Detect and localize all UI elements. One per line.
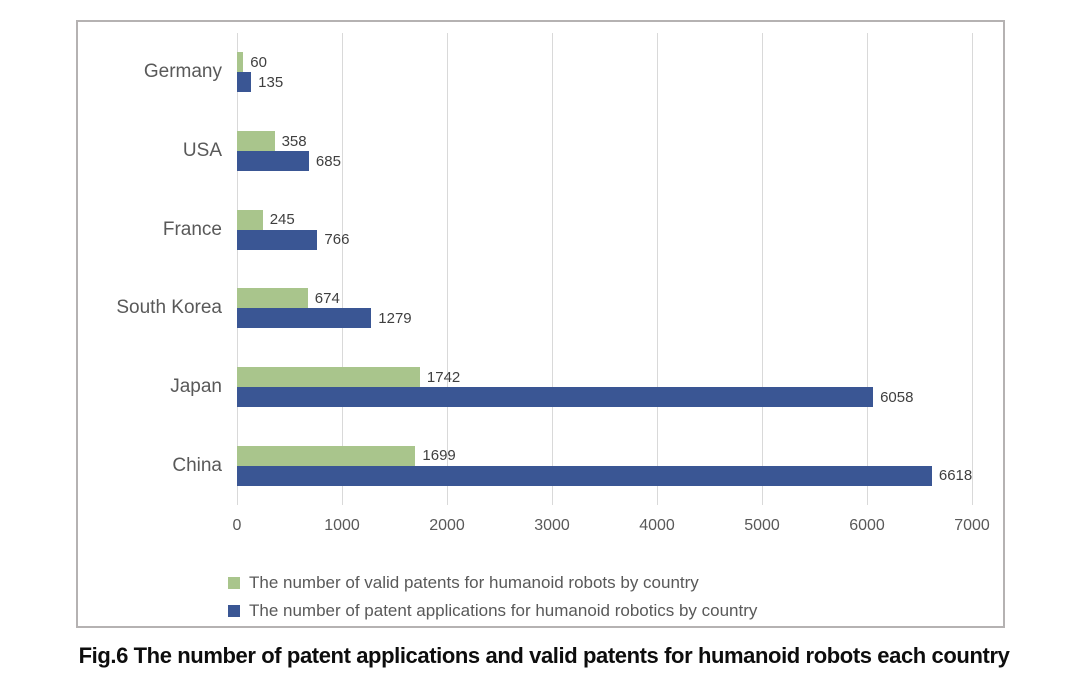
bar-group: 674 1279: [237, 269, 972, 348]
category-axis: Germany USA France South Korea Japan China: [78, 33, 222, 505]
legend: The number of valid patents for humanoid…: [228, 573, 757, 621]
category-label: China: [172, 454, 222, 476]
figure-caption: Fig.6 The number of patent applications …: [78, 643, 1010, 668]
bar-value-label: 6058: [880, 388, 914, 406]
x-axis: 0 1000 2000 3000 4000 5000 6000 7000: [233, 517, 990, 541]
x-tick-label: 1000: [324, 517, 360, 534]
x-tick-label: 0: [232, 517, 242, 534]
bar-value-label: 135: [258, 73, 284, 91]
bar-group: 1742 6058: [237, 348, 972, 427]
bar: [237, 229, 318, 250]
bar: [237, 52, 244, 73]
gridline: [342, 33, 343, 505]
bar-value-label: 674: [314, 289, 340, 307]
x-tick-label: 6000: [849, 517, 885, 534]
bar: [237, 209, 263, 230]
bar-value-label: 60: [250, 53, 267, 71]
bar: [237, 131, 275, 151]
bars-layer: 60 135 358 685 245 766 674 1279 1742 6058 1699 6618: [237, 33, 972, 505]
bar-value-label: 245: [269, 211, 295, 229]
bar-line: 60: [237, 52, 972, 73]
bar-line: 6618: [237, 465, 973, 486]
bar-value-label: 1742: [426, 368, 461, 386]
legend-item: The number of patent applications for hu…: [228, 601, 757, 621]
legend-swatch: [228, 605, 240, 617]
category-label: USA: [182, 140, 222, 161]
gridline: [237, 33, 238, 505]
chart-frame: Germany USA France South Korea Japan China 60…: [76, 20, 1005, 628]
bar: [237, 465, 932, 486]
bar-group: 60 135: [237, 33, 972, 112]
legend-label: The number of valid patents for humanoid…: [249, 573, 699, 592]
bar-group: 358 685: [237, 112, 972, 191]
x-tick-label: 3000: [534, 517, 570, 534]
category-band: USA: [78, 112, 222, 191]
category-band: France: [78, 190, 222, 269]
category-label: Germany: [143, 61, 222, 83]
bar: [237, 72, 252, 93]
x-tick-label: 2000: [429, 517, 465, 534]
bar-group: 245 766: [237, 190, 972, 269]
bar: [237, 288, 308, 309]
bar-value-label: 1279: [378, 309, 412, 327]
gridline: [552, 33, 553, 505]
gridline: [447, 33, 448, 505]
gridline: [762, 33, 763, 505]
gridline: [867, 33, 868, 505]
bar-line: 674: [237, 288, 972, 309]
x-tick-label: 7000: [954, 517, 990, 534]
category-label: South Korea: [116, 297, 222, 319]
bar-line: 358: [237, 131, 972, 151]
bar: [237, 308, 372, 329]
bar-line: 1699: [237, 445, 972, 466]
gridline: [657, 33, 658, 505]
bar: [237, 367, 420, 388]
bar-value-label: 6618: [938, 467, 973, 485]
bar: [237, 387, 874, 408]
plot-area: 60 135 358 685 245 766 674 1279 1742 6058 1699 6618: [237, 33, 973, 505]
legend-swatch: [228, 577, 240, 589]
legend-item: The number of valid patents for humanoid…: [228, 573, 757, 593]
bar-line: 6058: [237, 387, 972, 408]
category-label: France: [162, 218, 222, 240]
bar-line: 685: [237, 151, 972, 171]
category-band: Japan: [78, 348, 222, 427]
bar-line: 766: [237, 229, 972, 250]
x-tick-label: 4000: [639, 517, 675, 534]
bar-line: 1279: [237, 308, 972, 329]
bar-line: 245: [237, 209, 972, 230]
bar: [237, 445, 416, 466]
bar-line: 135: [237, 72, 972, 93]
bar-group: 1699 6618: [237, 426, 972, 505]
bar-line: 1742: [237, 367, 972, 388]
bar: [237, 151, 309, 171]
gridline: [972, 33, 973, 505]
x-tick-label: 5000: [744, 517, 780, 534]
bar-value-label: 685: [315, 152, 341, 170]
category-band: China: [78, 426, 222, 505]
legend-label: The number of patent applications for hu…: [249, 601, 758, 620]
category-band: Germany: [78, 33, 222, 112]
bar-value-label: 358: [281, 132, 307, 150]
bar-value-label: 1699: [422, 447, 456, 465]
bar-value-label: 766: [324, 231, 350, 249]
category-label: Japan: [170, 376, 222, 398]
category-band: South Korea: [78, 269, 222, 348]
